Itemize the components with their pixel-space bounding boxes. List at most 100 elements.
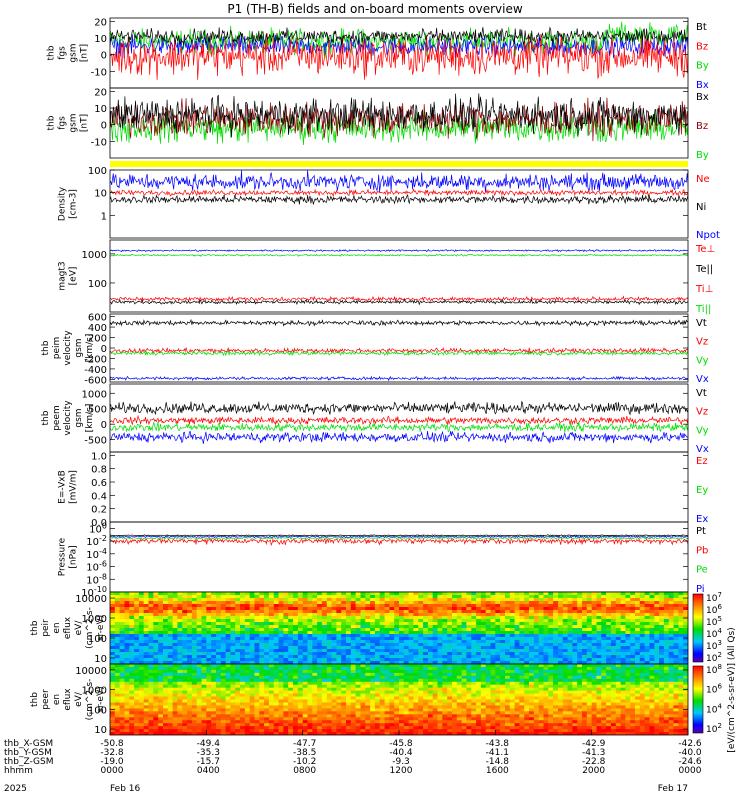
heatmap-cell — [187, 723, 193, 727]
heatmap-cell — [399, 681, 405, 686]
heatmap-cell — [678, 619, 684, 623]
heatmap-cell — [355, 690, 361, 695]
heatmap-cell — [591, 661, 598, 664]
heatmap-cell — [423, 619, 429, 623]
y-axis-label: gsm — [69, 43, 79, 62]
heatmap-cell — [683, 619, 688, 623]
heatmap-cell — [558, 643, 564, 647]
heatmap-cell — [167, 652, 174, 656]
heatmap-cell — [538, 661, 545, 664]
heatmap-cell — [432, 664, 439, 668]
heatmap-cell — [432, 643, 439, 647]
heatmap-cell — [143, 598, 150, 602]
heatmap-cell — [273, 604, 280, 608]
heatmap-cell — [374, 669, 381, 674]
heatmap-cell — [172, 699, 178, 704]
heatmap-cell — [480, 616, 487, 620]
heatmap-cell — [553, 652, 559, 656]
heatmap-cell — [360, 729, 366, 733]
heatmap-cell — [408, 711, 414, 715]
heatmap-cell — [389, 616, 395, 620]
heatmap-cell — [379, 625, 386, 629]
heatmap-cell — [553, 622, 559, 626]
heatmap-cell — [606, 604, 612, 608]
heatmap-cell — [413, 652, 419, 656]
series-line — [110, 253, 688, 258]
heatmap-cell — [148, 601, 154, 605]
heatmap-cell — [654, 652, 660, 656]
heatmap-cell — [471, 643, 477, 647]
heatmap-cell — [312, 604, 318, 608]
heatmap-cell — [201, 687, 207, 692]
heatmap-cell — [567, 604, 573, 608]
heatmap-cell — [273, 607, 280, 611]
heatmap-cell — [158, 732, 164, 735]
heatmap-cell — [163, 643, 169, 647]
heatmap-cell — [264, 640, 270, 644]
legend-entry: Vz — [696, 407, 708, 418]
heatmap-cell — [480, 675, 487, 680]
heatmap-cell — [399, 723, 405, 727]
heatmap-cell — [543, 619, 549, 623]
heatmap-cell — [471, 708, 477, 712]
heatmap-cell — [297, 664, 304, 668]
heatmap-cell — [172, 669, 178, 674]
heatmap-cell — [374, 658, 381, 662]
heatmap-cell — [114, 613, 121, 617]
heatmap-cell — [196, 714, 203, 718]
heatmap-cell — [394, 643, 400, 647]
heatmap-cell — [432, 675, 439, 680]
y-axis-label: [mV/m] — [69, 470, 79, 504]
panel-frame — [109, 451, 689, 523]
series-line — [110, 536, 688, 540]
heatmap-cell — [230, 667, 236, 671]
heatmap-cell — [206, 669, 212, 674]
heatmap-cell — [548, 601, 554, 605]
heatmap-cell — [644, 637, 650, 641]
heatmap-cell — [370, 690, 376, 695]
heatmap-cell — [408, 693, 414, 698]
legend-entry: Vz — [696, 337, 708, 348]
heatmap-cell — [163, 601, 169, 605]
heatmap-cell — [148, 655, 154, 659]
heatmap-cell — [317, 667, 323, 671]
heatmap-cell — [620, 616, 626, 620]
heatmap-cell — [331, 711, 337, 715]
heatmap-cell — [413, 702, 419, 707]
heatmap-cell — [505, 601, 511, 605]
heatmap-cell — [158, 616, 164, 620]
heatmap-cell — [244, 696, 251, 701]
heatmap-cell — [225, 607, 231, 611]
heatmap-cell — [591, 595, 598, 599]
heatmap-cell — [177, 607, 183, 611]
heatmap-cell — [211, 732, 217, 735]
heatmap-cell — [514, 607, 520, 611]
heatmap-cell — [268, 732, 275, 735]
heatmap-cell — [288, 649, 294, 653]
heatmap-cell — [490, 661, 496, 664]
heatmap-cell — [408, 681, 414, 686]
heatmap-cell — [307, 720, 313, 724]
heatmap-cell — [447, 675, 453, 680]
heatmap-cell — [163, 699, 169, 704]
heatmap-cell — [442, 708, 448, 712]
heatmap-cell — [331, 672, 337, 677]
heatmap-cell — [254, 598, 260, 602]
heatmap-cell — [437, 708, 443, 712]
heatmap-cell — [533, 643, 540, 647]
heatmap-cell — [355, 607, 361, 611]
heatmap-cell — [341, 598, 347, 602]
heatmap-cell — [307, 604, 313, 608]
heatmap-cell — [355, 664, 361, 668]
heatmap-cell — [403, 658, 410, 662]
heatmap-cell — [572, 655, 578, 659]
heatmap-cell — [167, 664, 174, 668]
heatmap-cell — [163, 619, 169, 623]
heatmap-cell — [586, 643, 593, 647]
heatmap-cell — [114, 592, 121, 596]
heatmap-cell — [288, 628, 294, 632]
heatmap-cell — [591, 622, 598, 626]
heatmap-cell — [635, 604, 641, 608]
heatmap-cell — [379, 702, 386, 707]
series-line — [110, 170, 688, 193]
